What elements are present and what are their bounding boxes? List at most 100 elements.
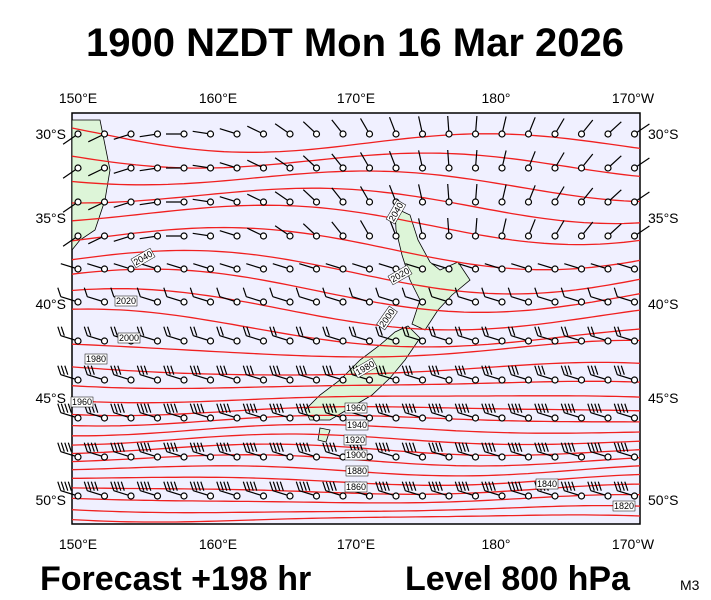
barb-flag — [491, 442, 496, 452]
barb-station — [604, 453, 612, 461]
contour-label-box — [344, 402, 368, 414]
barb-flag — [219, 365, 224, 375]
barb-flag — [458, 403, 463, 413]
map-frame — [71, 112, 641, 525]
barb-flag — [534, 365, 539, 375]
barb-flag — [435, 365, 440, 375]
barb-station — [233, 298, 241, 306]
barb-flag — [226, 403, 231, 413]
barb-flag — [90, 481, 95, 491]
barb-station — [259, 232, 268, 240]
barb-flag — [332, 481, 337, 491]
barb-station — [206, 376, 215, 384]
barb-flag — [110, 287, 115, 297]
barb-flag — [587, 403, 592, 413]
barb-flag — [401, 287, 406, 297]
barb-station — [445, 492, 453, 500]
barb-station — [259, 298, 268, 306]
barb-flag — [246, 365, 251, 375]
barb-flag — [223, 481, 228, 491]
barb-flag — [408, 442, 413, 452]
barb-station — [259, 130, 268, 138]
barb-flag — [329, 403, 334, 413]
barb-station — [498, 337, 506, 345]
barb-flag — [620, 442, 625, 452]
barb-flag — [571, 442, 576, 452]
forecast-label: Forecast +198 hr — [40, 560, 311, 598]
barb-flag — [332, 403, 337, 413]
lat-label-left: 35°S — [35, 210, 66, 226]
barb-flag — [412, 403, 417, 413]
barb-station — [604, 164, 612, 172]
barb-flag — [534, 287, 539, 297]
contour-label-box — [385, 199, 407, 225]
barb-flag — [113, 442, 118, 452]
barb-flag — [484, 365, 489, 375]
barb-station — [365, 298, 374, 306]
barb-station — [524, 164, 533, 172]
barb-station — [74, 265, 82, 273]
barb-station — [445, 164, 453, 172]
barb-station — [498, 453, 506, 461]
barb-flag — [564, 326, 569, 336]
barb-station — [365, 492, 374, 500]
barb-station — [471, 265, 480, 273]
barb-flag — [242, 442, 247, 452]
barb-station — [498, 265, 506, 273]
barb-flag — [83, 326, 88, 336]
barb-flag — [458, 326, 463, 336]
barb-station — [100, 265, 109, 273]
contour-label: 1880 — [345, 465, 369, 477]
barb-station — [418, 453, 427, 461]
barb-station — [312, 265, 321, 273]
barb-station — [577, 198, 586, 206]
barb-flag — [120, 481, 125, 491]
barb-flag — [454, 287, 459, 297]
barb-flag — [136, 365, 141, 375]
barb-flag — [117, 442, 122, 452]
barb-flag — [163, 403, 168, 413]
barb-station — [259, 265, 268, 273]
barb-flag — [567, 403, 572, 413]
barb-flag — [120, 403, 125, 413]
contour-line — [71, 152, 641, 178]
barb-station — [471, 376, 480, 384]
barb-station — [365, 130, 374, 138]
barb-flag — [484, 403, 489, 413]
contour-label-box — [343, 434, 367, 446]
barb-station — [286, 414, 294, 422]
barb-station — [180, 414, 188, 422]
barb-station — [180, 265, 188, 273]
barb-flag — [322, 365, 327, 375]
barb-station — [445, 130, 453, 138]
barb-flag — [481, 403, 486, 413]
barb-flag — [458, 481, 463, 491]
barb-station — [286, 337, 294, 345]
barb-flag — [246, 442, 251, 452]
barb-flag — [405, 403, 410, 413]
barb-flag — [435, 442, 440, 452]
barb-station — [100, 492, 109, 500]
barb-station — [392, 414, 400, 422]
barb-flag — [276, 442, 281, 452]
barb-flag — [454, 365, 459, 375]
barb-station — [551, 298, 559, 306]
barb-flag — [597, 481, 602, 491]
contour-label: 1820 — [612, 500, 636, 512]
barb-flag — [382, 442, 387, 452]
barb-flag — [597, 403, 602, 413]
barb-station — [365, 232, 374, 240]
barb-flag — [223, 403, 228, 413]
barb-station — [524, 376, 533, 384]
barb-flag — [193, 365, 198, 375]
barb-flag — [226, 481, 231, 491]
contour-label-text: 1960 — [72, 397, 92, 407]
barb-station — [153, 130, 162, 138]
barb-station — [365, 337, 374, 345]
barb-flag — [613, 287, 618, 297]
barb-station — [286, 198, 294, 206]
barb-flag — [110, 481, 115, 491]
barb-station — [339, 265, 347, 273]
barb-station — [180, 198, 188, 206]
barb-station — [418, 232, 427, 240]
